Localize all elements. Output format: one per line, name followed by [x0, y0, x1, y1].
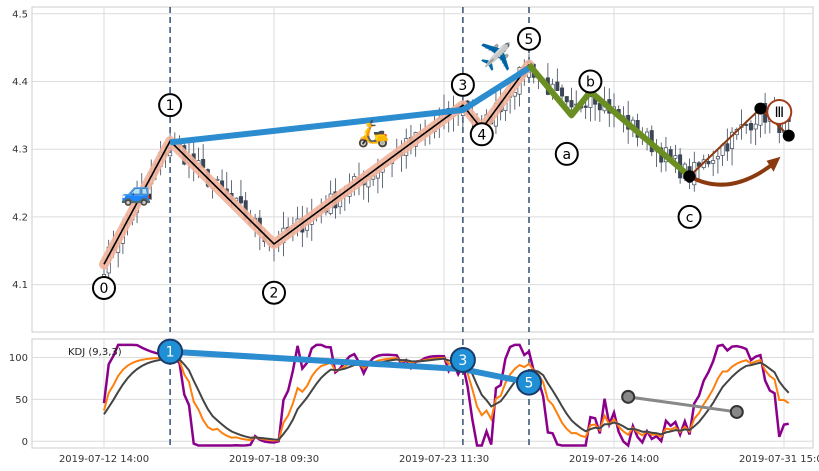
kdj-marker-label: 5 — [525, 376, 534, 392]
kdj-j-line — [102, 343, 789, 448]
candle-body — [555, 81, 560, 91]
impulse-wave-line — [103, 64, 530, 265]
wave-marker-3 — [450, 72, 475, 97]
pivot-dot — [683, 170, 696, 183]
kdj-y-tick-label: 0 — [22, 437, 28, 448]
wave-marker-1 — [158, 93, 183, 118]
candle-body — [725, 143, 730, 152]
candle-body — [706, 161, 711, 165]
candle-body — [711, 160, 716, 164]
x-tick-label: 2019-07-31 15:00 — [739, 454, 819, 465]
wave-marker-label: 3 — [458, 78, 467, 94]
price-y-tick-label: 4.3 — [12, 145, 28, 156]
projection-arrowhead — [766, 156, 781, 172]
kdj-y-tick-label: 100 — [9, 353, 28, 364]
correction-wave-line — [526, 62, 692, 179]
wave-marker-label: 0 — [100, 281, 109, 297]
x-tick-label: 2019-07-18 09:30 — [229, 454, 319, 465]
car-icon: 🚙 — [121, 178, 153, 208]
wave-marker-label: 2 — [270, 286, 279, 302]
wave-marker-label: 1 — [166, 98, 175, 114]
candle-body — [748, 123, 753, 131]
price-y-tick-label: 4.1 — [12, 280, 28, 291]
kdj-marker-label: 1 — [166, 345, 175, 361]
x-tick-label: 2019-07-12 14:00 — [59, 454, 149, 465]
candle-body — [583, 105, 588, 108]
candle-body — [588, 96, 593, 108]
wave-marker-2 — [262, 280, 286, 305]
kdj-k-line — [103, 356, 790, 442]
x-tick-label: 2019-07-26 14:00 — [569, 454, 659, 465]
candle-body — [560, 87, 565, 97]
wave-marker-0 — [92, 275, 116, 300]
kdj-plot-frame — [31, 338, 814, 449]
price-y-tick-label: 4.2 — [12, 212, 28, 223]
wave-marker-5 — [517, 26, 541, 51]
kdj-marker-5 — [516, 369, 542, 396]
wave-marker-label: a — [562, 147, 571, 163]
airplane-icon: ✈️ — [480, 40, 512, 72]
candle-body — [753, 123, 758, 130]
kdj-marker-1 — [157, 338, 184, 365]
candle-body — [715, 156, 720, 160]
trend-line — [169, 65, 531, 146]
candle-body — [238, 196, 243, 204]
wave-marker-b — [578, 69, 603, 94]
wave-marker-label: c — [686, 210, 694, 226]
kdj-title: KDJ (9,3,3) — [68, 347, 122, 358]
price-y-tick-label: 4.4 — [12, 77, 28, 88]
candle-body — [744, 124, 749, 126]
pivot-dot — [782, 129, 795, 142]
price-panel: 4.1 4.2 4.3 4.4 4.5 🚙 🛵 ✈️ 0 1 2 3 4 5 a b c Ⅲ — [12, 6, 814, 333]
pivot-dot — [754, 102, 767, 115]
wave-marker-label: b — [586, 74, 595, 90]
candle-body — [673, 155, 678, 159]
kdj-marker-label: 3 — [458, 353, 467, 369]
wave-marker-label: Ⅲ — [774, 105, 784, 121]
kdj-y-tick-label: 50 — [15, 395, 28, 406]
wave-marker-Ⅲ — [766, 98, 793, 125]
x-tick-label: 2019-07-23 11:30 — [399, 454, 489, 465]
kdj-grey-line — [627, 395, 737, 414]
wave-marker-a — [554, 141, 579, 166]
kdj-panel: 2019-07-12 14:00 2019-07-18 09:30 2019-07-… — [9, 338, 819, 465]
kdj-marker-3 — [449, 346, 476, 373]
projection-arrow — [688, 161, 776, 187]
candle-body — [730, 131, 735, 149]
wave-marker-4 — [469, 122, 494, 147]
kdj-d-line — [103, 357, 790, 441]
wave-marker-label: 5 — [525, 32, 534, 48]
scooter-icon: 🛵 — [357, 119, 389, 149]
candle-body — [564, 96, 569, 103]
wave-marker-label: 4 — [477, 127, 486, 143]
price-y-tick-label: 4.5 — [12, 9, 28, 20]
kdj-grey-dot — [621, 389, 636, 404]
wave-marker-c — [677, 204, 702, 229]
candle-body — [569, 100, 574, 108]
kdj-grey-dot — [729, 404, 744, 419]
